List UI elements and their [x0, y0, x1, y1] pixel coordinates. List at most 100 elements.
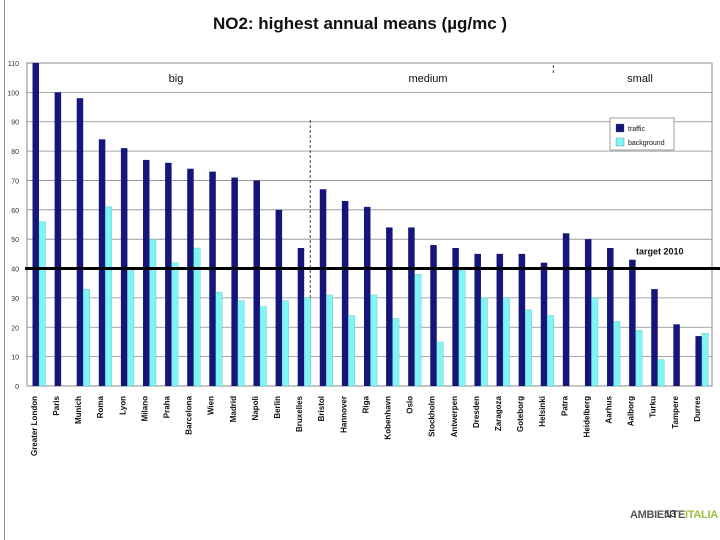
bar — [304, 297, 311, 387]
bar — [480, 297, 488, 387]
bar — [253, 180, 260, 386]
bar — [474, 253, 481, 386]
x-tick-label: Hannover — [339, 396, 348, 433]
y-tick-label: 110 — [8, 61, 19, 68]
legend-label: background — [628, 140, 665, 147]
bar — [635, 330, 643, 387]
bar — [105, 206, 112, 387]
bar — [363, 206, 371, 386]
bar — [392, 318, 400, 387]
x-tick-label: Berlin — [273, 396, 282, 419]
legend-swatch — [615, 137, 625, 147]
x-tick-label: Milano — [140, 396, 149, 421]
bar — [326, 294, 333, 387]
x-tick-label: Helsinki — [538, 396, 547, 427]
x-tick-label: Munich — [74, 396, 83, 424]
x-tick-label: Patra — [560, 395, 569, 416]
bar — [607, 247, 614, 386]
bar — [98, 139, 106, 386]
x-tick-label: Durres — [693, 395, 702, 421]
bar — [127, 268, 135, 387]
bar — [701, 332, 709, 387]
bar — [673, 324, 680, 386]
bar — [237, 300, 245, 387]
ambiente-italia-logo: AMBIENTEITALIA — [630, 509, 718, 521]
bar — [547, 315, 554, 387]
x-tick-label: Wien — [207, 396, 216, 415]
x-tick-label: Turku — [649, 396, 658, 418]
x-tick-label: Napoli — [251, 396, 260, 420]
legend-swatch — [615, 123, 625, 133]
y-tick-label: 100 — [7, 90, 19, 97]
bar — [149, 239, 157, 387]
legend-label: traffic — [628, 126, 645, 133]
x-tick-label: Kobenhavn — [383, 396, 392, 440]
bar — [76, 98, 84, 387]
page-number: 13 — [665, 509, 677, 520]
bar — [562, 233, 570, 386]
y-tick-label: 40 — [11, 267, 19, 274]
x-tick-label: Roma — [96, 395, 105, 418]
bar — [187, 168, 194, 386]
left-rule — [4, 0, 5, 540]
bar — [83, 288, 90, 387]
bar — [143, 159, 150, 386]
bar — [386, 227, 393, 386]
bar — [281, 300, 289, 387]
bar — [430, 245, 437, 386]
bar — [695, 336, 702, 386]
bar — [209, 171, 216, 386]
bar — [275, 209, 283, 386]
group-label: medium — [408, 73, 447, 85]
x-tick-label: Madrid — [229, 396, 238, 422]
bar — [436, 341, 444, 387]
x-tick-label: Barcelona — [185, 395, 194, 434]
x-tick-label: Stockholm — [428, 396, 437, 437]
x-tick-label: Paris — [52, 395, 61, 415]
bar — [525, 309, 532, 387]
y-tick-label: 50 — [11, 237, 19, 244]
chart-title: NO2: highest annual means (µg/mc ) — [212, 14, 508, 33]
x-tick-label: Zaragoza — [494, 395, 503, 431]
group-label: big — [169, 73, 184, 85]
bar — [259, 306, 267, 387]
bar — [458, 268, 466, 387]
bar — [613, 321, 621, 387]
x-tick-label: Riga — [361, 395, 370, 413]
y-tick-label: 30 — [11, 296, 19, 303]
bar — [193, 247, 201, 387]
x-tick-label: Aalborg — [627, 396, 636, 426]
bar — [341, 201, 349, 386]
bar — [165, 162, 172, 386]
bar — [370, 294, 378, 387]
bar — [171, 262, 179, 387]
x-tick-label: Antwerpen — [450, 396, 459, 437]
bar — [297, 247, 305, 386]
group-label: small — [627, 73, 653, 85]
bar — [518, 253, 526, 386]
bar — [231, 177, 238, 386]
bar — [651, 289, 658, 386]
bar — [319, 189, 327, 386]
bar — [584, 239, 592, 386]
bar — [348, 315, 356, 387]
y-tick-label: 20 — [11, 325, 19, 332]
bar — [414, 274, 422, 387]
y-tick-label: 90 — [11, 120, 19, 127]
y-tick-label: 10 — [11, 355, 19, 362]
x-tick-label: Heidelberg — [582, 396, 591, 437]
bar — [54, 92, 62, 386]
bar — [32, 63, 40, 386]
bar — [38, 221, 46, 387]
y-tick-label: 70 — [11, 178, 19, 185]
x-tick-label: Dresden — [472, 396, 481, 428]
y-tick-label: 0 — [15, 384, 19, 391]
bar — [408, 227, 415, 386]
y-tick-label: 80 — [11, 149, 19, 156]
bar — [591, 297, 599, 387]
target-label: target 2010 — [636, 247, 684, 257]
x-tick-label: Oslo — [406, 396, 415, 414]
bar — [657, 359, 665, 387]
y-tick-label: 60 — [11, 208, 19, 215]
